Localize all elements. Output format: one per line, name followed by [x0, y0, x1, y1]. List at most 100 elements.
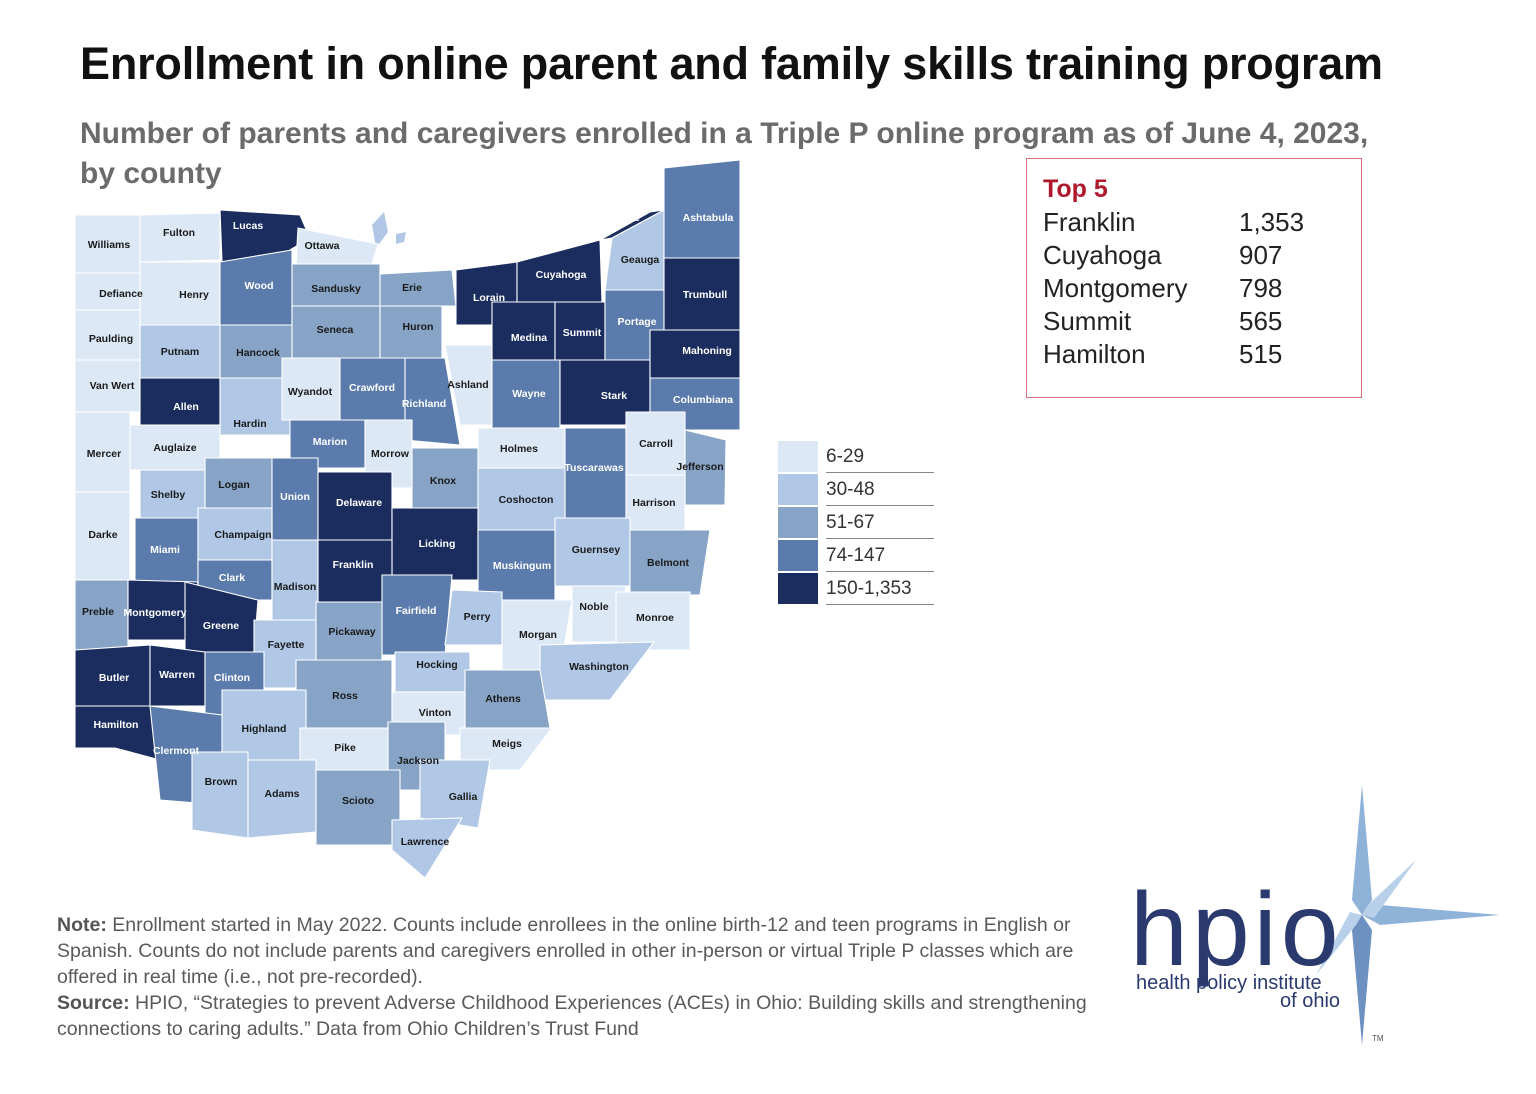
top5-county: Summit: [1043, 306, 1132, 336]
top5-county: Hamilton: [1043, 339, 1146, 369]
county-label: Portage: [617, 316, 656, 328]
county-label: Ross: [332, 690, 358, 702]
county-label: Hamilton: [94, 719, 139, 731]
top5-county: Franklin: [1043, 207, 1136, 237]
county-label: Shelby: [151, 489, 186, 501]
county-label: Auglaize: [153, 442, 196, 454]
top5-value: 515: [1239, 339, 1283, 369]
county-label: Mahoning: [682, 345, 732, 357]
top5-value: 907: [1239, 240, 1283, 270]
county-label: Defiance: [99, 288, 143, 300]
county-label: Brown: [205, 776, 238, 788]
county-ashtabula: [663, 159, 741, 259]
county-label: Pike: [334, 742, 356, 754]
county-label: Mercer: [87, 448, 121, 460]
county-label: Columbiana: [673, 394, 733, 406]
ohio-county-map: Williams Fulton Lucas Ottawa Defiance Henry Wo…: [74, 159, 741, 879]
county-label: Ashland: [447, 379, 488, 391]
top5-value: 798: [1239, 273, 1283, 303]
legend-item: 74-147: [778, 539, 934, 572]
legend-swatch: [778, 573, 818, 604]
footnote: Note: Enrollment started in May 2022. Co…: [57, 912, 1097, 1042]
county-label: Fairfield: [396, 605, 437, 617]
map-legend: 6-29 30-48 51-67 74-147 150-1,353: [778, 440, 934, 605]
county-label: Henry: [179, 289, 209, 301]
county-label: Champaign: [214, 529, 271, 541]
county-label: Huron: [403, 321, 434, 333]
legend-label: 51-67: [826, 507, 934, 539]
county-label: Trumbull: [683, 289, 727, 301]
county-label: Williams: [88, 239, 131, 251]
logo-subtitle-line1: health policy institute: [1136, 972, 1322, 994]
county-label: Cuyahoga: [536, 269, 587, 281]
county-label: Fayette: [268, 639, 305, 651]
county-label: Sandusky: [311, 283, 361, 295]
legend-label: 150-1,353: [826, 573, 934, 605]
county-label: Union: [280, 491, 310, 503]
county-label: Hancock: [236, 347, 280, 359]
county-label: Clark: [219, 572, 245, 584]
county-label: Holmes: [500, 443, 538, 455]
note-label: Note:: [57, 914, 107, 936]
county-label: Fulton: [163, 227, 195, 239]
county-label: Knox: [430, 475, 456, 487]
county-label: Wyandot: [288, 386, 333, 398]
county-label: Lorain: [473, 292, 505, 304]
county-label: Highland: [242, 723, 287, 735]
top5-heading: Top 5: [1043, 175, 1108, 203]
county-brown: [191, 751, 249, 839]
county-label: Harrison: [632, 497, 675, 509]
top5-row: Cuyahoga 907: [1043, 239, 1361, 272]
county-label: Summit: [563, 327, 602, 339]
legend-swatch: [778, 540, 818, 571]
note-text: Enrollment started in May 2022. Counts i…: [57, 914, 1074, 988]
county-label: Jackson: [397, 755, 439, 767]
logo-trademark: TM: [1372, 1034, 1384, 1043]
compass-star-logo-icon: [1316, 785, 1500, 1045]
county-label: Delaware: [336, 497, 382, 509]
county-label: Lawrence: [401, 836, 450, 848]
county-label: Morrow: [371, 448, 410, 460]
county-label: Athens: [485, 693, 521, 705]
county-label: Preble: [82, 606, 114, 618]
top5-county: Montgomery: [1043, 273, 1188, 303]
legend-label: 6-29: [826, 441, 934, 473]
county-label: Allen: [173, 401, 199, 413]
county-label: Vinton: [419, 707, 451, 719]
page-title: Enrollment in online parent and family s…: [80, 38, 1383, 89]
county-franklin: [317, 539, 393, 603]
county-label: Guernsey: [572, 544, 621, 556]
top5-county: Cuyahoga: [1043, 240, 1162, 270]
county-label: Greene: [203, 620, 239, 632]
county-label: Warren: [159, 669, 195, 681]
county-label: Clermont: [153, 745, 200, 757]
top5-value: 1,353: [1239, 207, 1305, 237]
county-label: Darke: [88, 529, 117, 541]
county-richland: [404, 357, 461, 446]
legend-swatch: [778, 441, 818, 472]
county-label: Clinton: [214, 672, 250, 684]
top5-box: Top 5 Franklin 1,353 Cuyahoga 907 Montgo…: [1026, 158, 1362, 398]
county-label: Erie: [402, 282, 422, 294]
page-subtitle: Number of parents and caregivers enrolle…: [80, 117, 1369, 190]
top5-row: Montgomery 798: [1043, 272, 1361, 305]
county-label: Ashtabula: [683, 212, 734, 224]
county-label: Muskingum: [493, 560, 551, 572]
county-label: Madison: [274, 581, 317, 593]
legend-label: 74-147: [826, 540, 934, 572]
county-label: Ottawa: [304, 240, 339, 252]
county-label: Montgomery: [124, 607, 187, 619]
county-monroe: [615, 591, 691, 651]
legend-item: 51-67: [778, 506, 934, 539]
county-label: Washington: [569, 661, 629, 673]
county-label: Lake: [616, 212, 640, 224]
lake-island: [372, 212, 388, 248]
county-label: Scioto: [342, 795, 374, 807]
county-label: Butler: [99, 672, 129, 684]
legend-item: 6-29: [778, 440, 934, 473]
county-gallia: [419, 759, 491, 829]
county-label: Wayne: [512, 388, 546, 400]
county-label: Meigs: [492, 738, 522, 750]
county-label: Gallia: [449, 791, 478, 803]
county-label: Lucas: [233, 220, 264, 232]
